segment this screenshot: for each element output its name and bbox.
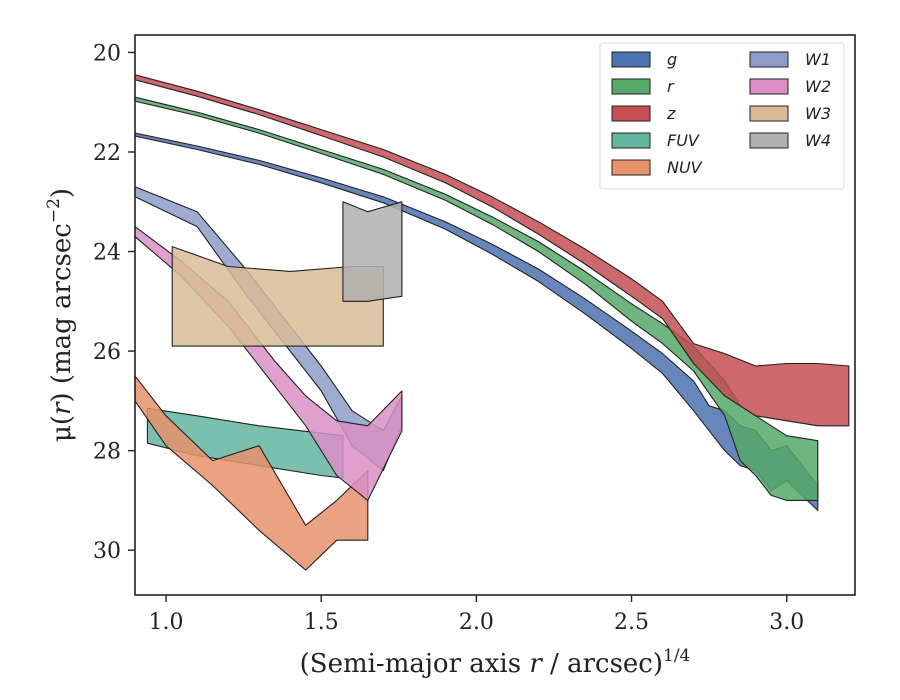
- x-axis-label: (Semi-major axis r / arcsec)1/4: [300, 646, 691, 679]
- x-tick-label: 1.0: [149, 610, 184, 635]
- x-axis-label-mid: / arcsec): [542, 649, 663, 679]
- legend-label-W4: W4: [805, 131, 831, 150]
- y-tick-label: 24: [93, 241, 121, 266]
- y-axis-label-sup: −2: [44, 198, 64, 223]
- legend-swatch-r: [611, 78, 651, 95]
- band-NUV: [135, 375, 369, 571]
- y-axis-label-mid: ) (mag arcsec: [47, 223, 77, 402]
- legend-label-W3: W3: [805, 104, 831, 123]
- x-tick-label: 2.5: [614, 610, 649, 635]
- band-g: [135, 132, 819, 511]
- band-W4: [342, 201, 403, 302]
- y-axis-label-post: ): [47, 188, 77, 198]
- legend-label-z: z: [666, 104, 676, 123]
- y-axis-label-pre: μ(: [47, 415, 77, 442]
- x-axis-label-main: (Semi-major axis: [300, 649, 530, 679]
- y-tick-label: 30: [93, 539, 121, 564]
- profile-bands: [135, 74, 850, 571]
- legend-swatch-W4: [749, 132, 789, 149]
- legend-swatch-W1: [749, 51, 789, 68]
- legend-label-FUV: FUV: [667, 131, 700, 150]
- legend-swatch-W2: [749, 78, 789, 95]
- legend-label-g: g: [667, 50, 677, 69]
- band-W3: [171, 246, 384, 347]
- legend-label-r: r: [667, 77, 675, 96]
- x-axis-label-var: r: [529, 649, 543, 679]
- legend-swatch-W3: [749, 105, 789, 122]
- legend-label-W2: W2: [805, 77, 831, 96]
- y-tick-label: 28: [93, 440, 121, 465]
- plot-frame: [134, 34, 856, 596]
- legend-swatch-FUV: [611, 132, 651, 149]
- x-axis-label-sup: 1/4: [663, 646, 690, 666]
- legend-swatch-g: [611, 51, 651, 68]
- x-tick-label: 1.5: [304, 610, 339, 635]
- y-axis-label-var: r: [47, 401, 77, 415]
- y-axis-label: μ(r) (mag arcsec−2): [44, 188, 77, 442]
- x-tick-label: 3.0: [769, 610, 804, 635]
- legend-label-NUV: NUV: [667, 158, 703, 177]
- legend-swatch-NUV: [611, 159, 651, 176]
- x-tick-label: 2.0: [459, 610, 494, 635]
- x-axis: 1.0 1.5 2.0 2.5 3.0: [149, 595, 804, 635]
- legend-swatch-z: [611, 105, 651, 122]
- y-tick-label: 26: [93, 340, 121, 365]
- band-r: [135, 96, 819, 501]
- legend-label-W1: W1: [805, 50, 831, 69]
- legend: grz FUV NUV W1 W2 W3 W4: [599, 42, 845, 190]
- y-tick-label: 20: [93, 41, 121, 66]
- band-z: [135, 74, 850, 427]
- y-tick-label: 22: [93, 141, 121, 166]
- y-axis: 20 22 24 26 28 30: [93, 41, 135, 564]
